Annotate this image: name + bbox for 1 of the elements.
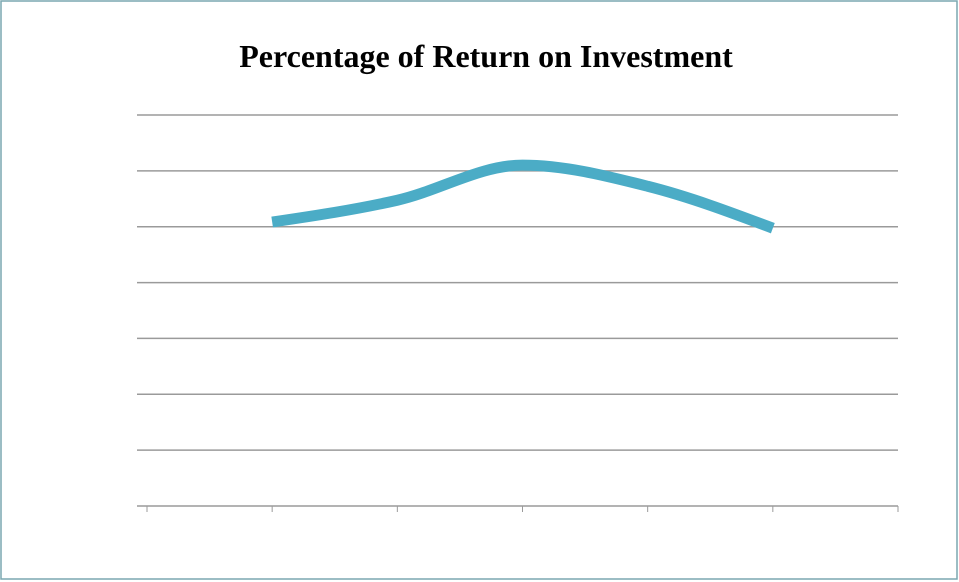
chart-title: Percentage of Return on Investment <box>239 38 734 75</box>
